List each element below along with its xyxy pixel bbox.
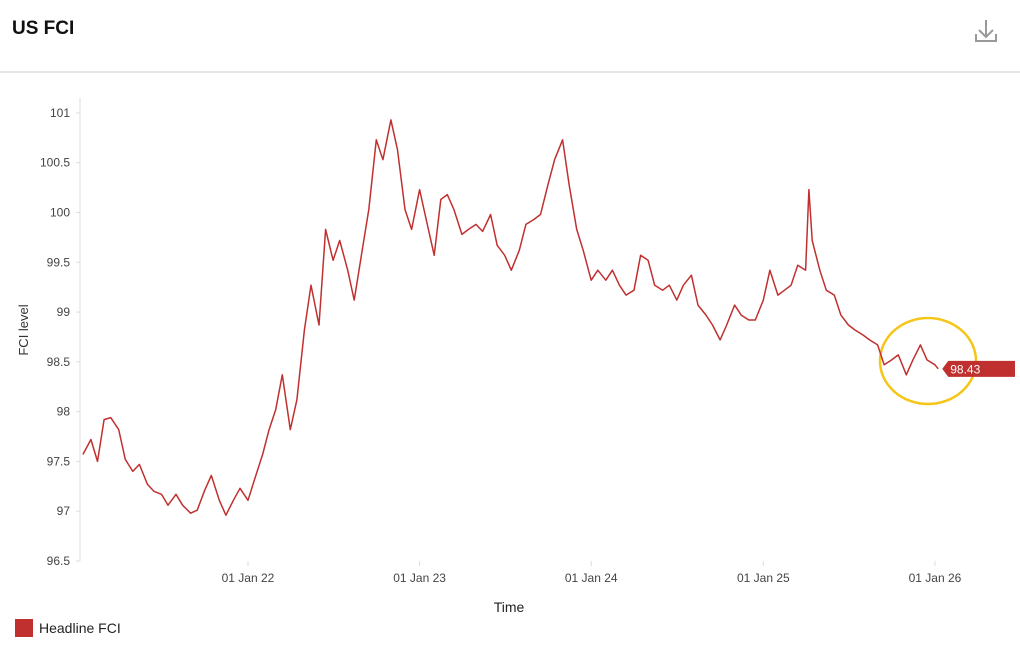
x-tick-label: 01 Jan 24 xyxy=(565,571,618,585)
x-tick-label: 01 Jan 25 xyxy=(737,571,790,585)
y-tick-label: 98 xyxy=(57,405,71,419)
last-value-label: 98.43 xyxy=(950,362,980,376)
y-axis-label: FCI level xyxy=(16,304,31,355)
y-tick-label: 100 xyxy=(50,205,70,219)
legend-swatch xyxy=(15,619,33,637)
x-tick-label: 01 Jan 22 xyxy=(222,571,275,585)
y-tick-label: 97.5 xyxy=(47,454,71,468)
data-line xyxy=(82,119,939,516)
last-value-tag xyxy=(942,360,1015,377)
y-tick-label: 98.5 xyxy=(47,355,71,369)
download-button[interactable] xyxy=(975,20,997,42)
x-tick-label: 01 Jan 26 xyxy=(909,571,962,585)
y-tick-label: 99 xyxy=(57,305,71,319)
y-tick-label: 97 xyxy=(57,504,71,518)
y-tick-label: 100.5 xyxy=(40,156,70,170)
chart-title: US FCI xyxy=(12,18,74,39)
y-tick-label: 96.5 xyxy=(47,554,71,568)
legend-label[interactable]: Headline FCI xyxy=(39,620,121,636)
y-tick-label: 99.5 xyxy=(47,255,71,269)
download-tray xyxy=(975,34,997,42)
x-tick-label: 01 Jan 23 xyxy=(393,571,446,585)
x-axis-label: Time xyxy=(494,599,525,615)
y-tick-label: 101 xyxy=(50,106,70,120)
download-arrow xyxy=(978,20,994,39)
